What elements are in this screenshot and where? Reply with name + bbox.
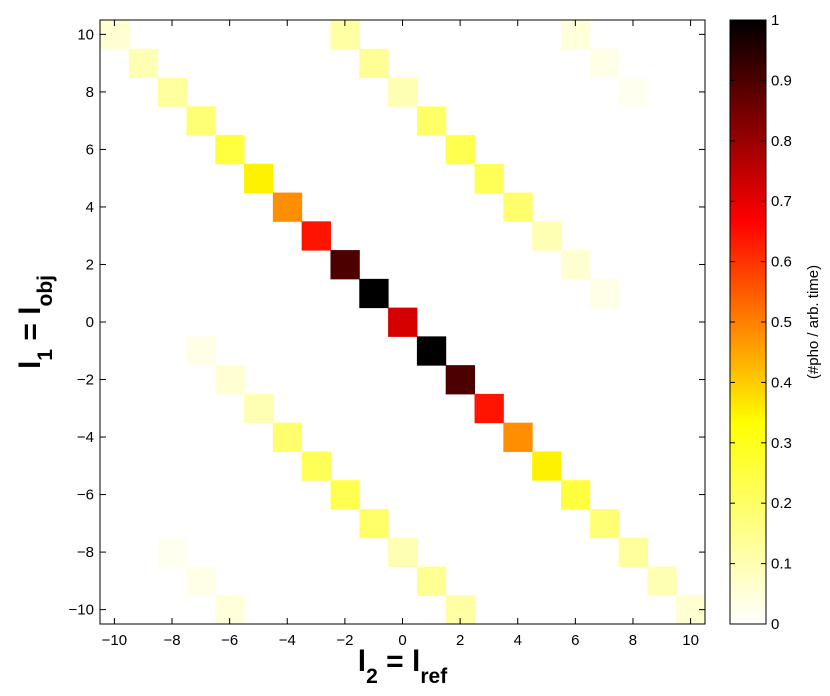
heatmap-cell [416, 566, 447, 596]
heatmap-cell [359, 278, 389, 309]
x-axis-title-base2: l [412, 645, 420, 678]
y-tick-label: −2 [77, 372, 94, 389]
x-tick-label: 8 [629, 632, 637, 649]
x-tick-label: −6 [221, 632, 238, 649]
heatmap-cell [186, 566, 216, 596]
x-axis-title: l2 = lref [358, 645, 448, 688]
colorbar-tick-label: 0.8 [771, 133, 792, 150]
heatmap-cell [532, 221, 562, 251]
heatmap-cell [589, 508, 620, 539]
colorbar-tick-label: 0.1 [771, 556, 792, 573]
heatmap-cell [272, 192, 303, 222]
y-axis-title-sub2: obj [34, 275, 57, 307]
heatmap-cell [647, 566, 677, 596]
heatmap-cell [503, 192, 533, 222]
x-tick-label: 2 [456, 632, 464, 649]
heatmap-cell [272, 422, 303, 452]
y-tick-label: 10 [77, 26, 94, 43]
x-axis-title-sub1: 2 [366, 665, 378, 688]
colorbar-tick-label: 0.3 [771, 435, 792, 452]
heatmap-cell [503, 422, 533, 452]
x-tick-label: 4 [514, 632, 522, 649]
heatmap-cell [244, 393, 274, 424]
heatmap-cell [186, 106, 216, 136]
x-tick-label: −2 [336, 632, 353, 649]
y-axis-title-eq: = [14, 315, 47, 349]
y-axis-title-base: l [14, 361, 47, 369]
colorbar-tick-label: 0.4 [771, 374, 792, 391]
x-axis-title-eq: = [378, 645, 412, 678]
heatmap-cell [157, 537, 187, 567]
x-tick-label: 6 [571, 632, 579, 649]
heatmap-cell [474, 393, 504, 424]
heatmap-cell [359, 48, 389, 79]
y-tick-label: 0 [86, 314, 94, 331]
x-axis-title-base: l [358, 645, 366, 678]
heatmap-cell [128, 48, 159, 79]
heatmap-cell [388, 537, 418, 567]
heatmap-cell [445, 135, 476, 165]
heatmap-cell [589, 278, 620, 309]
y-tick-label: −10 [69, 602, 94, 619]
x-tick-label: −10 [102, 632, 127, 649]
x-tick-label: −4 [279, 632, 296, 649]
colorbar-ticks: 0 0.1 0.2 0.3 0.4 0.5 0.6 0.7 0.8 0.9 1 [730, 12, 792, 633]
heatmap-cell [157, 77, 187, 107]
heatmap-cell [186, 336, 216, 366]
y-tick-label: −4 [77, 429, 94, 446]
heatmap-cell [560, 480, 591, 510]
heatmap-cell [359, 508, 389, 539]
heatmap-cell [589, 48, 620, 79]
heatmap-cell [388, 77, 418, 107]
heatmap-cell [330, 480, 360, 510]
colorbar-tick-label: 0.9 [771, 72, 792, 89]
y-axis-title-base2: l [14, 306, 47, 314]
colorbar-tick-label: 1 [771, 12, 779, 29]
x-tick-label: −8 [163, 632, 180, 649]
heatmap-cell [244, 163, 274, 194]
y-tick-label: −8 [77, 544, 94, 561]
heatmap-cell [416, 336, 447, 366]
heatmap-cell [560, 250, 591, 280]
heatmap-cell [388, 307, 418, 337]
colorbar [729, 19, 767, 625]
y-tick-label: 4 [86, 199, 94, 216]
y-tick-label: 2 [86, 256, 94, 273]
heatmap-cell [532, 451, 562, 481]
heatmap-cell [215, 135, 245, 165]
colorbar-label: (#pho / arb. time) [805, 265, 822, 379]
axis-ticks: −10 −8 −6 −4 −2 0 2 4 6 8 10 −10 −8 −6 −4 −2 0 2 4 6 8 10 [69, 20, 705, 649]
colorbar-tick-label: 0.5 [771, 314, 792, 331]
heatmap-cell [618, 77, 648, 107]
heatmap-cell [330, 250, 360, 280]
heatmap-cell [301, 451, 331, 481]
y-axis-title: l1 = lobj [14, 275, 57, 369]
heatmap-cell [416, 106, 447, 136]
x-tick-label: 0 [398, 632, 406, 649]
y-tick-label: 6 [86, 141, 94, 158]
colorbar-tick-label: 0.6 [771, 254, 792, 271]
y-tick-label: 8 [86, 84, 94, 101]
heatmap-cell [445, 365, 476, 395]
y-axis-title-sub1: 1 [34, 349, 57, 361]
heatmap-cell [618, 537, 648, 567]
colorbar-tick-label: 0.7 [771, 193, 792, 210]
heatmap-cell [474, 163, 504, 194]
heatmap-cell [301, 221, 331, 251]
x-axis-title-sub2: ref [420, 665, 448, 688]
y-tick-label: −6 [77, 487, 94, 504]
heatmap-cells [100, 20, 706, 625]
colorbar-tick-label: 0.2 [771, 495, 792, 512]
colorbar-tick-label: 0 [771, 616, 779, 633]
heatmap-cell [215, 365, 245, 395]
x-tick-label: 10 [682, 632, 699, 649]
